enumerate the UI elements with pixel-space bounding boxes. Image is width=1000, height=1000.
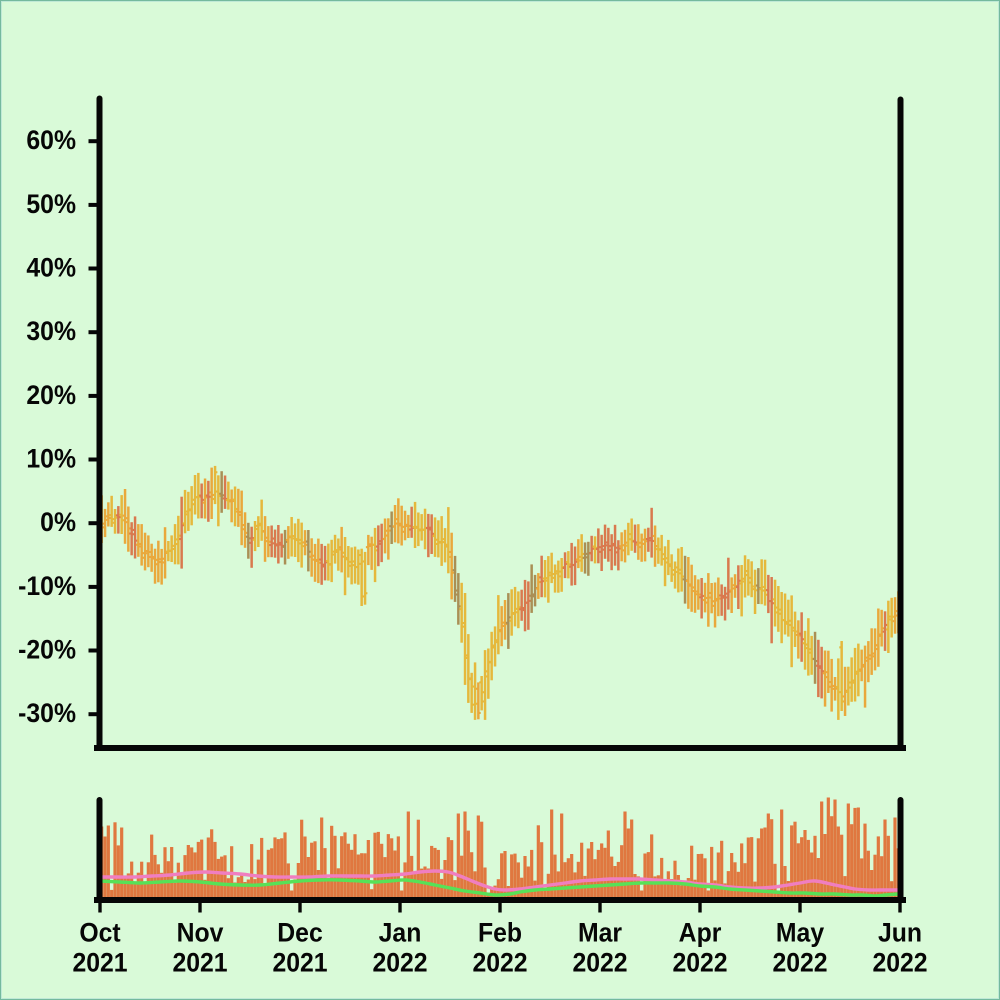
- svg-text:Apr: Apr: [679, 916, 722, 947]
- svg-text:2022: 2022: [372, 946, 427, 977]
- svg-text:Mar: Mar: [578, 916, 622, 947]
- svg-text:Jan: Jan: [379, 916, 422, 947]
- svg-text:Jun: Jun: [878, 916, 922, 947]
- svg-text:2021: 2021: [72, 946, 127, 977]
- svg-text:2022: 2022: [572, 946, 627, 977]
- svg-text:Feb: Feb: [478, 916, 522, 947]
- svg-text:2022: 2022: [872, 946, 927, 977]
- svg-text:-20%: -20%: [18, 633, 76, 664]
- svg-text:50%: 50%: [26, 188, 76, 219]
- svg-text:May: May: [776, 916, 825, 947]
- svg-text:2021: 2021: [272, 946, 327, 977]
- svg-text:-30%: -30%: [18, 697, 76, 728]
- svg-text:2022: 2022: [672, 946, 727, 977]
- svg-text:40%: 40%: [26, 251, 76, 282]
- svg-text:10%: 10%: [26, 442, 76, 473]
- svg-text:Dec: Dec: [277, 916, 322, 947]
- svg-text:Nov: Nov: [177, 916, 224, 947]
- svg-text:2021: 2021: [172, 946, 227, 977]
- svg-text:-10%: -10%: [18, 570, 76, 601]
- svg-text:2022: 2022: [772, 946, 827, 977]
- svg-text:20%: 20%: [26, 379, 76, 410]
- svg-text:0%: 0%: [40, 506, 76, 537]
- svg-text:30%: 30%: [26, 315, 76, 346]
- svg-text:60%: 60%: [26, 124, 76, 155]
- svg-text:2022: 2022: [472, 946, 527, 977]
- svg-text:Oct: Oct: [79, 916, 121, 947]
